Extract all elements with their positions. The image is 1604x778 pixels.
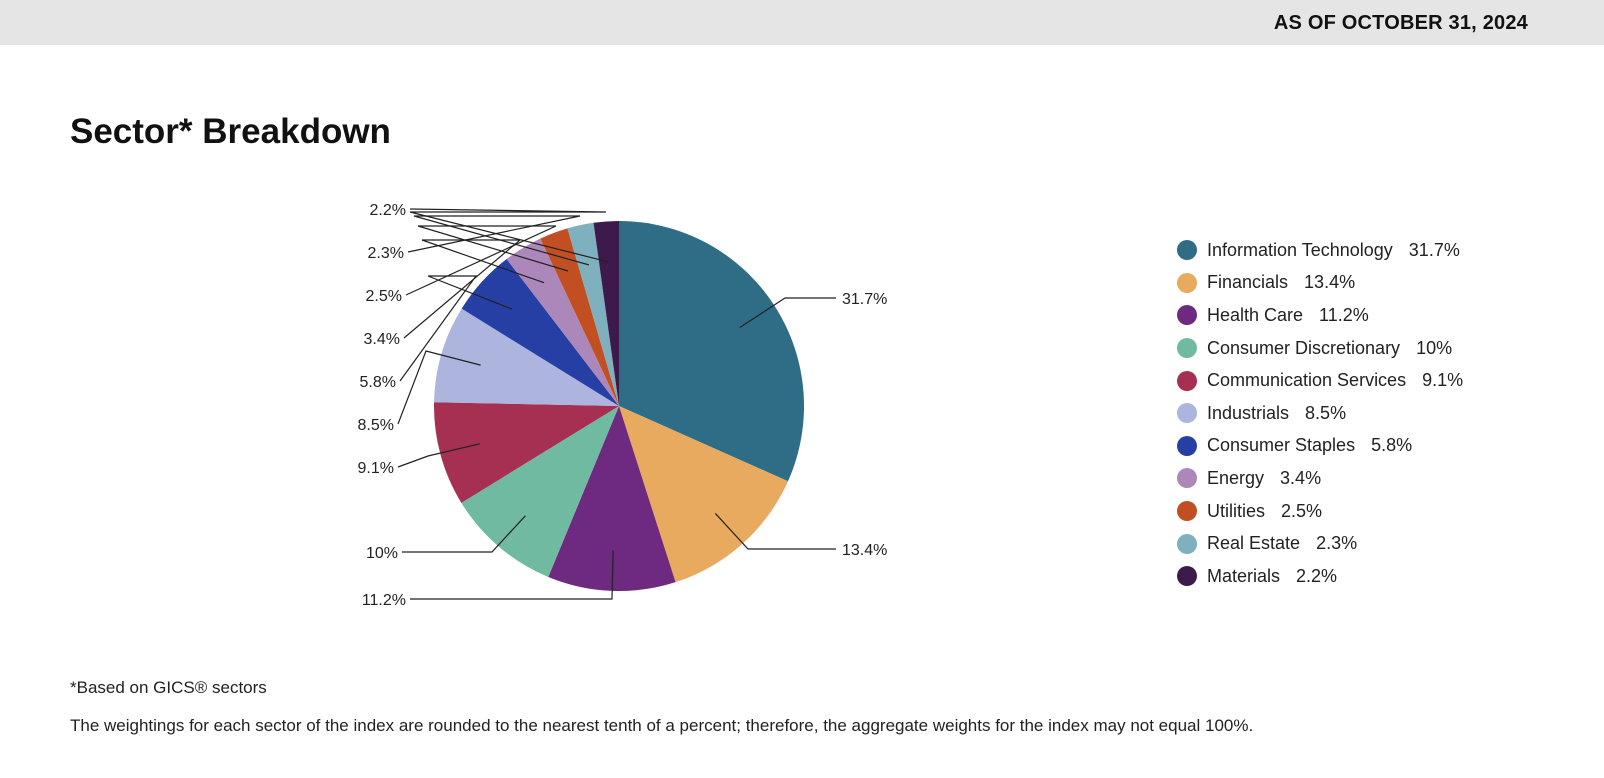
legend-item-information-technology: Information Technology 31.7% (1177, 234, 1463, 267)
pie-slice-communication-services (434, 402, 619, 503)
legend-value: 13.4% (1304, 272, 1356, 293)
legend-value: 11.2% (1319, 304, 1369, 325)
legend-label: Real Estate (1207, 533, 1301, 554)
leader-line-communication-services (397, 443, 480, 468)
legend-swatch (1177, 435, 1197, 456)
slice-label-information-technology: 31.7% (842, 291, 887, 308)
slice-label-industrials: 8.5% (358, 417, 394, 434)
leader-line-materials (409, 208, 610, 263)
legend-swatch (1177, 403, 1197, 424)
legend-value: 2.5% (1281, 500, 1323, 521)
legend-value: 2.2% (1296, 565, 1338, 586)
legend-label: Consumer Discretionary (1207, 337, 1401, 358)
legend-swatch (1177, 468, 1197, 489)
as-of-date: AS OF OCTOBER 31, 2024 (1273, 12, 1528, 34)
pie-slice-real-estate (567, 222, 619, 406)
leader-line-financials (714, 513, 836, 550)
pie-slice-health-care (548, 406, 676, 592)
legend-label: Information Technology (1207, 239, 1393, 260)
legend-value: 3.4% (1280, 467, 1322, 488)
pie-slice-financials (619, 406, 788, 583)
slice-label-communication-services: 9.1% (358, 460, 394, 477)
legend-label: Utilities (1207, 500, 1266, 521)
legend-item-communication-services: Communication Services 9.1% (1177, 364, 1463, 397)
pie-slice-utilities (540, 228, 619, 406)
legend-label: Consumer Staples (1207, 435, 1356, 456)
legend-item-industrials: Industrials 8.5% (1177, 397, 1463, 430)
slice-label-real-estate: 2.3% (368, 245, 404, 262)
page-title: Sector* Breakdown (70, 112, 391, 151)
slice-label-materials: 2.2% (370, 202, 406, 219)
pie-slice-materials (593, 221, 619, 406)
legend-value: 2.3% (1316, 533, 1358, 554)
legend-swatch (1177, 501, 1197, 522)
leader-line-consumer-staples (399, 275, 513, 382)
pie-slice-information-technology (619, 221, 804, 482)
disclaimer: The weightings for each sector of the in… (70, 716, 1254, 735)
slice-label-utilities: 2.5% (366, 288, 402, 305)
legend-item-consumer-discretionary: Consumer Discretionary 10% (1177, 332, 1463, 365)
pie-slice-consumer-discretionary (461, 406, 619, 577)
legend-swatch (1177, 305, 1197, 326)
legend-label: Communication Services (1207, 370, 1407, 391)
slice-label-health-care: 11.2% (362, 592, 406, 609)
legend-label: Energy (1207, 467, 1265, 488)
legend-swatch (1177, 370, 1197, 391)
legend-item-real-estate: Real Estate 2.3% (1177, 527, 1463, 560)
slice-label-consumer-staples: 5.8% (360, 374, 396, 391)
legend-item-materials: Materials 2.2% (1177, 560, 1463, 593)
slice-label-financials: 13.4% (842, 542, 887, 559)
leader-line-consumer-discretionary (402, 515, 526, 553)
legend-swatch (1177, 240, 1197, 261)
legend-item-energy: Energy 3.4% (1177, 462, 1463, 495)
footnote: *Based on GICS® sectors (70, 678, 267, 697)
leader-line-energy (403, 239, 545, 339)
legend-value: 31.7% (1408, 239, 1460, 260)
legend-swatch (1177, 272, 1197, 293)
leader-line-information-technology (739, 297, 836, 328)
legend-item-utilities: Utilities 2.5% (1177, 495, 1463, 528)
legend-swatch (1177, 566, 1197, 587)
legend-swatch (1177, 338, 1197, 359)
pie-slice-energy (506, 238, 619, 406)
legend-label: Health Care (1207, 304, 1304, 325)
pie-slice-industrials (434, 308, 619, 406)
leader-line-real-estate (407, 215, 590, 266)
legend-label: Financials (1207, 272, 1289, 293)
leader-line-utilities (405, 225, 569, 296)
slice-label-consumer-discretionary: 10% (366, 545, 398, 562)
chart-legend: Information Technology 31.7% Financials 13.… (1177, 234, 1463, 593)
top-bar: AS OF OCTOBER 31, 2024 (0, 0, 1604, 45)
legend-value: 8.5% (1305, 402, 1347, 423)
legend-swatch (1177, 533, 1197, 554)
legend-value: 5.8% (1371, 435, 1413, 456)
legend-value: 10% (1416, 337, 1453, 358)
legend-item-consumer-staples: Consumer Staples 5.8% (1177, 430, 1463, 463)
legend-label: Industrials (1207, 402, 1290, 423)
pie-slice-consumer-staples (461, 259, 619, 406)
leader-line-industrials (397, 350, 481, 425)
legend-label: Materials (1207, 565, 1281, 586)
legend-value: 9.1% (1422, 370, 1464, 391)
legend-item-health-care: Health Care 11.2% (1177, 299, 1463, 332)
leader-line-health-care (410, 550, 614, 600)
legend-item-financials: Financials 13.4% (1177, 267, 1463, 300)
slice-label-energy: 3.4% (364, 331, 400, 348)
